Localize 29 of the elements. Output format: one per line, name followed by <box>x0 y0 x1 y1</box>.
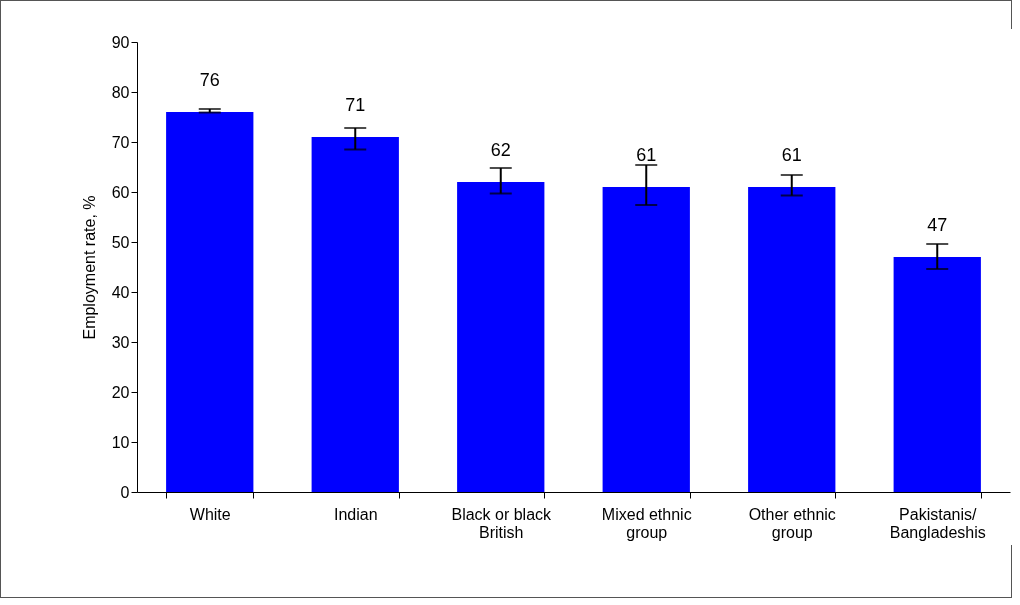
x-tick-label: Indian <box>333 505 378 523</box>
y-tick-label: 20 <box>111 383 130 401</box>
bar <box>166 112 254 492</box>
y-axis-title: Employment rate, % <box>80 195 98 340</box>
y-tick-label: 30 <box>111 333 130 351</box>
bar <box>748 187 836 492</box>
data-label: 47 <box>927 215 948 235</box>
x-tick-label: Pakistanis/ Bangladeshis <box>889 505 986 541</box>
y-tick-label: 40 <box>111 283 130 301</box>
data-label: 62 <box>490 140 511 160</box>
y-tick-label: 10 <box>111 433 130 451</box>
y-tick-label: 60 <box>111 183 130 201</box>
data-label: 61 <box>781 145 802 165</box>
data-label: 61 <box>636 145 657 165</box>
y-tick-label: 90 <box>111 33 130 51</box>
x-tick-label: White <box>189 505 231 523</box>
y-tick-label: 50 <box>111 233 130 251</box>
x-tick-label: Other ethnic group <box>748 505 836 541</box>
bar <box>893 257 981 492</box>
bar <box>602 187 690 492</box>
y-tick-label: 80 <box>111 83 130 101</box>
data-label: 76 <box>199 70 220 90</box>
data-label: 71 <box>345 95 366 115</box>
y-tick-label: 70 <box>111 133 130 151</box>
x-tick-label: Mixed ethnic group <box>601 505 692 541</box>
x-tick-label: Black or black British <box>451 505 553 541</box>
bar <box>457 182 545 492</box>
bar <box>311 137 399 492</box>
y-tick-label: 0 <box>120 483 130 501</box>
